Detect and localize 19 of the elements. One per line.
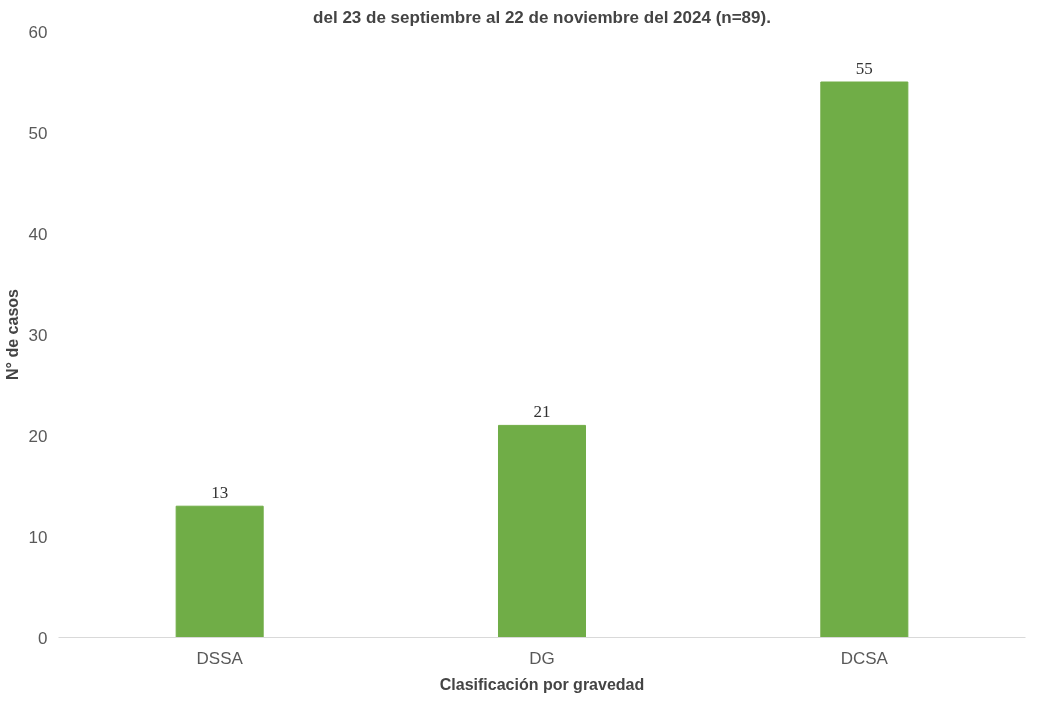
y-tick-label: 50: [28, 123, 48, 143]
y-tick-label: 60: [28, 22, 48, 42]
chart-title: del 23 de septiembre al 22 de noviembre del 2024 (n=89).: [313, 7, 771, 27]
x-tick-label: DCSA: [840, 648, 889, 668]
x-axis-title: Clasificación por gravedad: [439, 675, 645, 693]
data-label: 55: [855, 59, 873, 78]
data-label: 21: [533, 402, 551, 422]
bar: [175, 505, 264, 638]
y-tick-label: 30: [28, 325, 48, 345]
x-tick-label: DG: [529, 648, 555, 668]
y-tick-label: 40: [28, 224, 48, 244]
bar: [820, 81, 909, 638]
y-tick-label: 10: [28, 527, 48, 547]
bar: [497, 424, 587, 638]
data-label: 13: [211, 483, 229, 503]
y-axis-title: N° de casos: [3, 288, 21, 380]
x-tick-label: DSSA: [196, 648, 244, 668]
y-tick-label: 20: [28, 426, 48, 446]
y-tick-label: 0: [38, 628, 48, 648]
